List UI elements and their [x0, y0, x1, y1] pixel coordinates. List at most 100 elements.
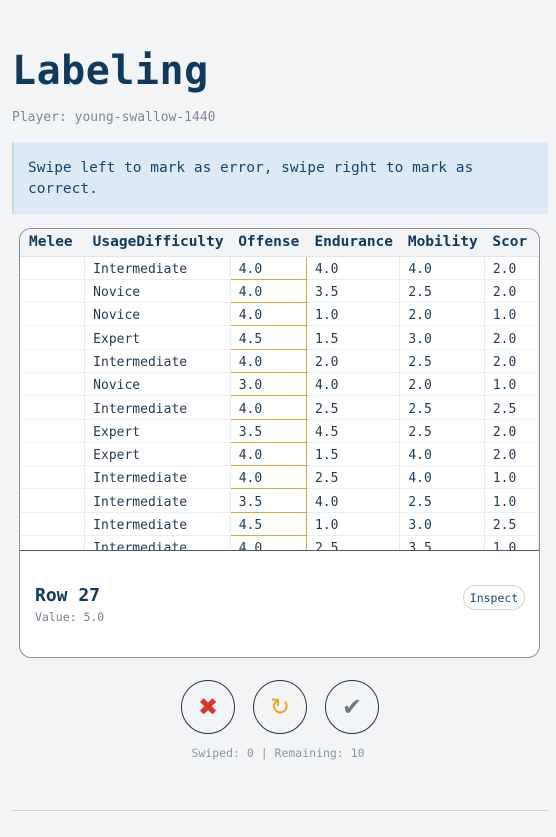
- table-cell: 4.0: [229, 465, 307, 490]
- table-cell: 4.0: [229, 278, 307, 304]
- table-cell: Intermediate: [84, 488, 231, 513]
- table-cell: [20, 256, 86, 280]
- table-cell: [20, 488, 86, 513]
- table-cell: Intermediate: [84, 256, 231, 280]
- table-cell: 3.0: [399, 512, 485, 537]
- table-row: Novice 4.0 1.0 2.0 1.0: [20, 302, 539, 327]
- undo-arrow-icon: ↻: [269, 693, 291, 721]
- table-cell: 3.0: [229, 371, 307, 397]
- table-row: Expert 3.5 4.5 2.5 2.0: [20, 418, 539, 443]
- table-cell: 2.0: [484, 349, 539, 373]
- table-cell: [20, 465, 86, 490]
- table-cell: 4.0: [399, 442, 485, 467]
- table-cell: 4.5: [229, 325, 307, 350]
- table-cell: 4.0: [399, 256, 485, 280]
- table-cell: [20, 395, 86, 420]
- table-cell: 2.0: [484, 256, 539, 280]
- page-title: Labeling: [12, 48, 209, 94]
- data-table-container[interactable]: Melee UsageDifficulty Offense Endurance …: [20, 229, 539, 551]
- table-cell: 2.5: [484, 512, 539, 537]
- table-row: Expert 4.5 1.5 3.0 2.0: [20, 325, 539, 350]
- table-cell: Intermediate: [84, 512, 231, 537]
- table-cell: [20, 419, 86, 443]
- table-row: Intermediate 3.5 4.0 2.5 1.0: [20, 488, 539, 513]
- table-cell: 2.5: [399, 349, 485, 373]
- undo-button[interactable]: ↻: [253, 680, 307, 734]
- table-cell: 1.0: [306, 512, 401, 537]
- table-row: Intermediate 4.0 4.0 4.0 2.0: [20, 255, 539, 280]
- data-table: Melee UsageDifficulty Offense Endurance …: [20, 229, 539, 550]
- column-header: Offense: [230, 229, 307, 257]
- table-row: Novice 4.0 3.5 2.5 2.0: [20, 278, 539, 304]
- table-cell: [20, 512, 86, 537]
- table-header-row: Melee UsageDifficulty Offense Endurance …: [20, 229, 539, 257]
- column-header: Endurance: [306, 229, 400, 257]
- column-header: UsageDifficulty: [84, 229, 231, 257]
- table-cell: 2.5: [306, 535, 401, 550]
- table-cell: 4.0: [229, 302, 307, 327]
- table-cell: [20, 535, 86, 550]
- table-cell: 1.0: [484, 465, 539, 490]
- footer-divider: [12, 810, 548, 811]
- table-row: Intermediate 4.0 2.5 3.5 1.0: [20, 535, 539, 550]
- table-cell: 2.5: [306, 465, 401, 490]
- table-cell: 3.0: [399, 325, 485, 350]
- table-cell: 2.0: [484, 279, 539, 304]
- table-cell: 4.0: [306, 372, 401, 397]
- table-cell: 2.0: [484, 442, 539, 467]
- table-cell: 4.0: [229, 535, 307, 550]
- table-row: Novice 3.0 4.0 2.0 1.0: [20, 371, 539, 397]
- table-cell: 1.0: [484, 372, 539, 397]
- column-header: Melee: [20, 229, 85, 257]
- table-cell: 1.0: [306, 302, 401, 327]
- table-cell: 2.5: [399, 279, 485, 304]
- swipe-card[interactable]: Melee UsageDifficulty Offense Endurance …: [19, 228, 540, 658]
- table-cell: Expert: [84, 442, 231, 467]
- table-cell: 1.0: [484, 488, 539, 513]
- table-cell: 4.0: [229, 348, 307, 373]
- table-cell: 4.5: [229, 511, 307, 537]
- player-label: Player: young-swallow-1440: [12, 110, 216, 125]
- table-cell: 4.0: [399, 465, 485, 490]
- row-value: Value: 5.0: [35, 610, 105, 624]
- table-row: Intermediate 4.0 2.5 4.0 1.0: [20, 465, 539, 490]
- accept-button[interactable]: ✔: [325, 680, 379, 734]
- table-cell: Novice: [84, 302, 231, 327]
- table-cell: [20, 349, 86, 373]
- table-cell: 4.0: [229, 255, 307, 280]
- instructions-banner: Swipe left to mark as error, swipe right…: [12, 142, 548, 214]
- table-cell: [20, 279, 86, 304]
- table-cell: 1.5: [306, 325, 401, 350]
- table-cell: 2.0: [484, 419, 539, 443]
- table-row: Expert 4.0 1.5 4.0 2.0: [20, 441, 539, 467]
- reject-button[interactable]: ✖: [181, 680, 235, 734]
- table-cell: 2.5: [399, 488, 485, 513]
- table-cell: 4.5: [306, 419, 401, 443]
- table-cell: 1.0: [484, 302, 539, 327]
- table-cell: Intermediate: [84, 395, 231, 420]
- table-cell: Novice: [84, 279, 231, 304]
- table-cell: [20, 442, 86, 467]
- table-cell: 2.5: [306, 395, 401, 420]
- inspect-button[interactable]: Inspect: [463, 585, 525, 610]
- row-label: Row 27: [35, 585, 101, 606]
- table-cell: 1.5: [306, 442, 401, 467]
- check-mark-icon: ✔: [341, 693, 363, 721]
- table-cell: 3.5: [229, 418, 307, 443]
- table-cell: 2.5: [484, 395, 539, 420]
- table-cell: 3.5: [229, 488, 307, 513]
- table-cell: 2.0: [399, 372, 485, 397]
- table-row: Intermediate 4.0 2.0 2.5 2.0: [20, 348, 539, 373]
- table-cell: Expert: [84, 419, 231, 443]
- table-cell: 1.0: [484, 535, 539, 550]
- table-cell: Expert: [84, 325, 231, 350]
- table-cell: 3.5: [306, 279, 401, 304]
- table-cell: Intermediate: [84, 535, 231, 550]
- table-cell: Novice: [84, 372, 231, 397]
- table-cell: 2.5: [399, 395, 485, 420]
- table-cell: Intermediate: [84, 349, 231, 373]
- table-cell: 4.0: [306, 256, 401, 280]
- column-header: Mobility: [399, 229, 485, 257]
- cross-mark-icon: ✖: [197, 693, 219, 721]
- table-cell: 2.5: [399, 419, 485, 443]
